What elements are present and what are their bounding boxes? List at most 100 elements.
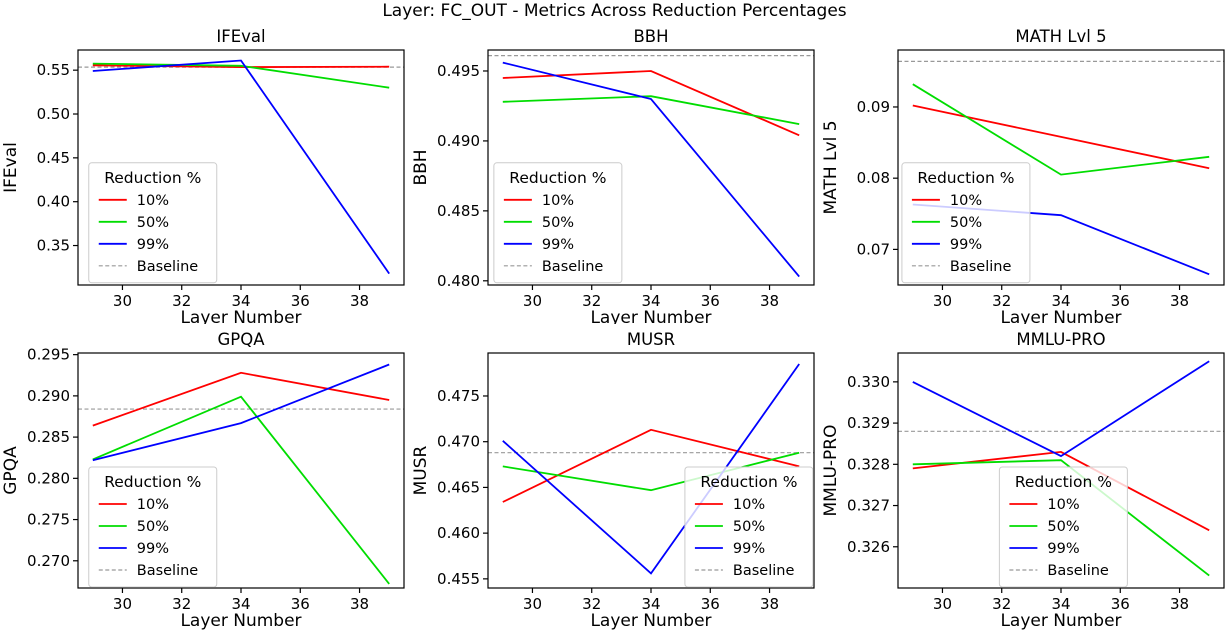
legend-box <box>88 466 218 588</box>
legend-entry-label: 50% <box>542 215 574 231</box>
legend-entry-label: 99% <box>137 541 169 557</box>
legend-box <box>493 162 623 284</box>
x-tick-label: 38 <box>1170 292 1189 310</box>
x-tick-label: 36 <box>291 292 310 310</box>
subplot-title: BBH <box>633 27 668 46</box>
x-tick-label: 34 <box>641 292 660 310</box>
series-line-99% <box>502 61 800 278</box>
series-line-50% <box>502 95 800 125</box>
x-tick-label: 30 <box>933 292 952 310</box>
subplot-ifeval: 0.35 0.40 0.45 0.50 0.55 30 32 34 36 38 Layer Numb… <box>1 27 405 324</box>
y-tick-label: 0.330 <box>847 373 890 391</box>
legend-entry-label: 99% <box>1047 541 1079 557</box>
legend-entry-label: 99% <box>542 237 574 253</box>
y-tick-label: 0.275 <box>27 511 70 529</box>
series-line-99% <box>92 59 390 275</box>
legend-entry-label: 50% <box>733 519 765 535</box>
y-tick-label: 0.40 <box>37 193 70 211</box>
y-tick-label: 0.329 <box>847 414 890 432</box>
x-tick-label: 38 <box>350 292 369 310</box>
series-line-10% <box>92 371 390 427</box>
legend-entry-label: Baseline <box>1047 563 1109 579</box>
legend-title: Reduction % <box>917 169 1014 187</box>
x-tick-label: 32 <box>172 595 191 613</box>
legend: Reduction % 10% 50% 99% Baseline <box>88 162 218 284</box>
x-tick-label: 38 <box>350 595 369 613</box>
x-tick-label: 36 <box>291 595 310 613</box>
x-tick-label: 32 <box>992 292 1011 310</box>
x-tick-label: 34 <box>1051 595 1070 613</box>
x-tick-label: 34 <box>231 595 250 613</box>
x-tick-label: 32 <box>172 292 191 310</box>
y-tick-label: 0.285 <box>27 428 70 446</box>
y-tick-label: 0.327 <box>847 497 890 515</box>
y-tick-label: 0.270 <box>27 552 70 570</box>
y-axis-label: MATH Lvl 5 <box>821 120 841 214</box>
subplot-mmlu-pro: 0.326 0.327 0.328 0.329 0.330 30 32 34 36 38 Layer… <box>821 330 1225 631</box>
legend-title: Reduction % <box>104 169 201 187</box>
x-tick-label: 30 <box>523 292 542 310</box>
y-tick-label: 0.490 <box>437 132 480 150</box>
x-tick-label: 32 <box>582 292 601 310</box>
y-tick-label: 0.45 <box>37 149 70 167</box>
legend-entry-label: Baseline <box>542 259 604 275</box>
x-tick-label: 30 <box>113 595 132 613</box>
legend-entry-label: 99% <box>733 541 765 557</box>
legend-entry-label: 10% <box>542 193 574 209</box>
series-line-50% <box>92 62 390 89</box>
x-tick-label: 36 <box>1111 595 1130 613</box>
series-line-10% <box>912 104 1210 170</box>
legend-entry-label: 10% <box>137 497 169 513</box>
y-tick-label: 0.460 <box>437 524 480 542</box>
legend-entry-label: 10% <box>733 497 765 513</box>
y-tick-label: 0.328 <box>847 455 890 473</box>
x-axis-label: Layer Number <box>590 308 711 324</box>
y-tick-label: 0.280 <box>27 469 70 487</box>
x-tick-label: 30 <box>113 292 132 310</box>
y-tick-label: 0.295 <box>27 346 70 364</box>
legend-entry-label: 99% <box>950 237 982 253</box>
legend-entry-label: 10% <box>137 193 169 209</box>
y-tick-label: 0.290 <box>27 387 70 405</box>
x-tick-label: 34 <box>641 595 660 613</box>
y-axis-label: BBH <box>411 149 431 185</box>
legend-title: Reduction % <box>1015 473 1112 491</box>
series-line-10% <box>502 428 800 503</box>
x-tick-label: 32 <box>582 595 601 613</box>
series-line-99% <box>502 363 800 575</box>
subplot-row-top: 0.35 0.40 0.45 0.50 0.55 30 32 34 36 38 Layer Numb… <box>0 24 1229 324</box>
legend-entry-label: Baseline <box>950 259 1012 275</box>
legend-entry-label: Baseline <box>733 563 795 579</box>
subplot-title: MUSR <box>627 330 675 349</box>
series-line-50% <box>912 459 1210 577</box>
legend-entry-label: 50% <box>1047 519 1079 535</box>
y-tick-label: 0.50 <box>37 105 70 123</box>
subplot-bbh: 0.480 0.485 0.490 0.495 30 32 34 36 38 Layer Numb… <box>411 27 815 324</box>
y-axis-label: MMLU-PRO <box>821 425 841 517</box>
x-axis-label: Layer Number <box>590 611 711 631</box>
y-tick-label: 0.455 <box>437 570 480 588</box>
x-tick-label: 36 <box>1111 292 1130 310</box>
x-tick-label: 30 <box>523 595 542 613</box>
x-tick-label: 32 <box>992 595 1011 613</box>
legend-box <box>88 162 218 284</box>
legend-title: Reduction % <box>509 169 606 187</box>
y-tick-label: 0.326 <box>847 538 890 556</box>
y-axis-label: IFEval <box>1 142 21 193</box>
legend-entry-label: 10% <box>1047 497 1079 513</box>
legend: Reduction % 10% 50% 99% Baseline <box>684 466 814 588</box>
y-tick-label: 0.480 <box>437 272 480 290</box>
x-tick-label: 36 <box>701 595 720 613</box>
legend-box <box>998 466 1128 588</box>
legend-entry-label: Baseline <box>137 563 199 579</box>
y-tick-label: 0.35 <box>37 237 70 255</box>
y-tick-label: 0.07 <box>857 240 890 258</box>
legend-entry-label: 10% <box>950 193 982 209</box>
y-tick-label: 0.475 <box>437 387 480 405</box>
series-line-99% <box>92 363 390 462</box>
legend-title: Reduction % <box>700 473 797 491</box>
legend-box <box>684 466 814 588</box>
subplot-title: MATH Lvl 5 <box>1015 27 1106 46</box>
series-line-10% <box>92 64 390 69</box>
series-line-50% <box>912 83 1210 176</box>
